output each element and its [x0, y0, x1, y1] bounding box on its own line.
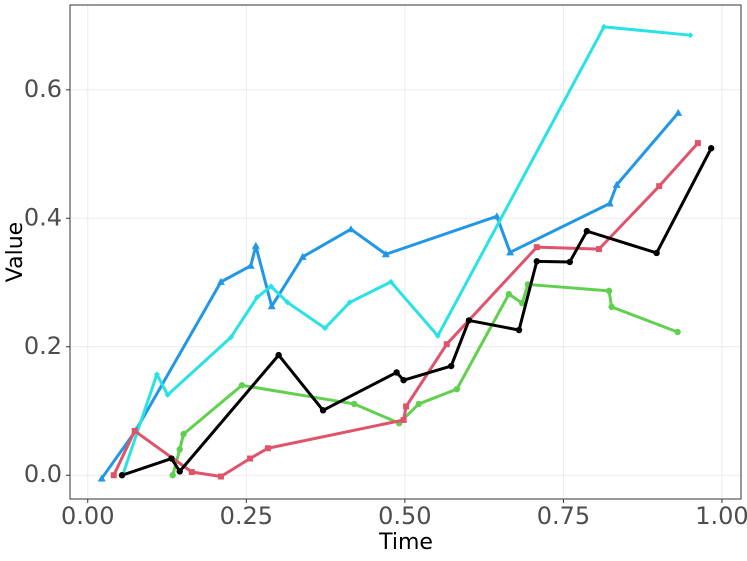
- point: [131, 427, 138, 434]
- point: [656, 183, 663, 190]
- y-tick-label: 0.6: [24, 75, 62, 103]
- point: [605, 199, 614, 207]
- y-tick-label: 0.0: [24, 460, 62, 488]
- point: [595, 246, 602, 253]
- point: [188, 469, 195, 476]
- point: [319, 407, 327, 414]
- x-axis-title: Time: [378, 530, 433, 555]
- point: [321, 325, 328, 332]
- point: [403, 403, 410, 410]
- point: [169, 472, 176, 479]
- point: [118, 472, 126, 479]
- x-tick-label: 0.75: [537, 502, 590, 530]
- point: [238, 382, 246, 389]
- point: [381, 250, 390, 258]
- point: [246, 261, 255, 269]
- point: [415, 400, 423, 408]
- point: [217, 473, 224, 480]
- point: [400, 376, 407, 384]
- point: [605, 287, 613, 295]
- point: [653, 249, 660, 257]
- point: [247, 455, 254, 462]
- point: [346, 225, 355, 233]
- point: [707, 145, 715, 152]
- point: [447, 362, 455, 370]
- point: [393, 369, 400, 376]
- x-tick-label: 0.25: [220, 502, 273, 530]
- y-tick-label: 0.2: [24, 332, 62, 360]
- point: [350, 400, 358, 408]
- point: [506, 248, 515, 256]
- point: [533, 244, 540, 251]
- point: [687, 32, 694, 39]
- point: [465, 317, 473, 324]
- point: [216, 277, 225, 285]
- point: [228, 334, 235, 341]
- point: [387, 278, 394, 285]
- point: [518, 299, 526, 307]
- point: [180, 430, 187, 438]
- point: [492, 212, 501, 220]
- point: [612, 180, 621, 188]
- point: [176, 446, 183, 453]
- point: [264, 445, 271, 452]
- point: [267, 302, 276, 310]
- point: [694, 140, 701, 147]
- point: [284, 299, 291, 306]
- point: [110, 472, 117, 479]
- point: [434, 332, 441, 339]
- point: [566, 258, 573, 266]
- point: [251, 241, 260, 249]
- point: [153, 371, 160, 378]
- point: [533, 258, 540, 265]
- x-tick-label: 0.50: [378, 502, 431, 530]
- point: [674, 328, 681, 336]
- point: [97, 474, 106, 482]
- point: [254, 294, 261, 301]
- point: [515, 326, 523, 334]
- point: [443, 341, 450, 348]
- point: [268, 283, 275, 290]
- series-line: [171, 282, 679, 476]
- point: [298, 252, 307, 260]
- point: [168, 455, 175, 462]
- y-axis-title: Value: [3, 222, 28, 282]
- y-tick-label: 0.4: [24, 203, 62, 231]
- point: [346, 299, 353, 306]
- series-line: [100, 111, 680, 480]
- point: [674, 108, 683, 116]
- point: [400, 416, 407, 423]
- point: [601, 23, 608, 30]
- point: [453, 385, 461, 393]
- plot-border: [69, 4, 742, 500]
- point: [164, 391, 171, 398]
- point: [608, 303, 615, 311]
- point: [176, 468, 183, 475]
- x-tick-label: 1.00: [695, 502, 747, 530]
- point: [583, 227, 591, 235]
- x-tick-label: 0.00: [61, 502, 114, 530]
- point: [505, 290, 513, 298]
- point: [275, 351, 282, 359]
